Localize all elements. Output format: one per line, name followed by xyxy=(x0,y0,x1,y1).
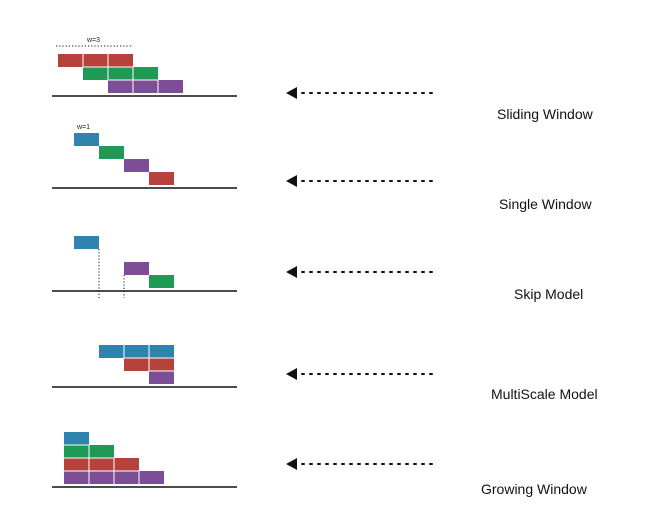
block-green xyxy=(64,445,89,458)
block-separators xyxy=(123,345,174,372)
block-red xyxy=(149,358,174,371)
panel-sliding-window xyxy=(52,45,433,99)
window-size-annotation-w3: w=3 xyxy=(87,37,101,44)
block-row-purple xyxy=(108,80,183,93)
label-skip-model: Skip Model xyxy=(514,286,584,302)
block-green xyxy=(83,67,108,80)
block-red xyxy=(89,458,114,471)
block-purple xyxy=(124,262,149,275)
label-multiscale-model: MultiScale Model xyxy=(491,386,598,402)
window-size-annotation-w1: w=1 xyxy=(77,124,91,131)
block-purple xyxy=(139,471,164,484)
panel-multiscale-model xyxy=(52,345,433,388)
block-separators xyxy=(82,54,159,93)
arrow-head-icon xyxy=(286,266,297,278)
block-blue xyxy=(74,236,99,249)
block-red xyxy=(149,172,174,185)
label-single-window: Single Window xyxy=(499,196,592,212)
panel-growing-window xyxy=(52,432,433,488)
block-red xyxy=(114,458,139,471)
block-row-red xyxy=(58,54,133,67)
block-purple xyxy=(149,371,174,384)
block-purple xyxy=(133,80,158,93)
block-purple xyxy=(158,80,183,93)
arrow-head-icon xyxy=(286,368,297,380)
block-red xyxy=(83,54,108,67)
panel-skip-model xyxy=(52,236,433,298)
label-sliding-window: Sliding Window xyxy=(497,106,593,122)
block-purple xyxy=(64,471,89,484)
arrow-head-icon xyxy=(286,175,297,187)
block-green xyxy=(133,67,158,80)
block-green xyxy=(99,146,124,159)
arrow-head-icon xyxy=(286,458,297,470)
block-green xyxy=(89,445,114,458)
arrow-head-icon xyxy=(286,87,297,99)
block-purple xyxy=(108,80,133,93)
block-red xyxy=(108,54,133,67)
label-growing-window: Growing Window xyxy=(481,481,587,497)
block-blue xyxy=(149,345,174,358)
block-purple xyxy=(114,471,139,484)
block-row-green xyxy=(83,67,158,80)
block-blue xyxy=(74,133,99,146)
block-red xyxy=(124,358,149,371)
block-purple xyxy=(89,471,114,484)
block-separators xyxy=(64,444,140,484)
panel-single-window xyxy=(52,133,433,189)
block-green xyxy=(108,67,133,80)
block-blue xyxy=(64,432,89,445)
block-green xyxy=(149,275,174,288)
block-blue xyxy=(124,345,149,358)
block-red xyxy=(64,458,89,471)
block-red xyxy=(58,54,83,67)
block-purple xyxy=(124,159,149,172)
block-blue xyxy=(99,345,124,358)
